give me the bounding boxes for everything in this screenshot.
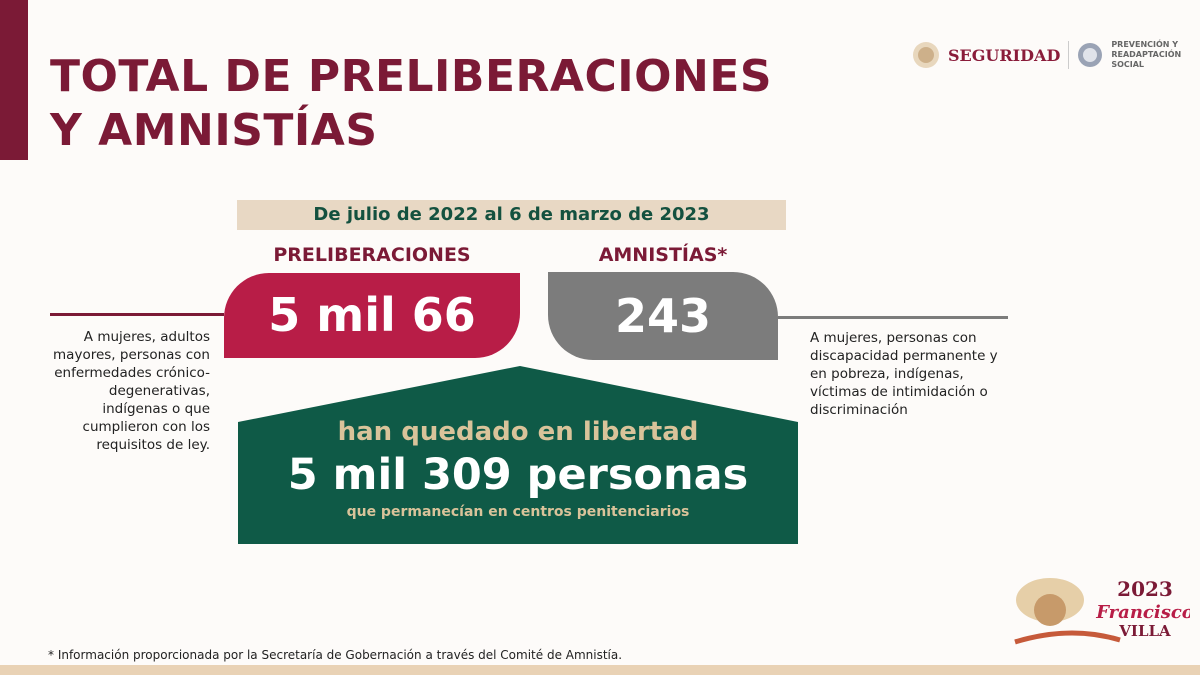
prevencion-line: PREVENCIÓN Y [1111, 40, 1179, 49]
page-title: TOTAL DE PRELIBERACIONES Y AMNISTÍAS [50, 50, 772, 158]
title-line-2: Y AMNISTÍAS [50, 105, 378, 156]
preliberaciones-value: 5 mil 66 [224, 273, 520, 358]
francisco-villa-logo: 2023 Francisco VILLA [1014, 577, 1190, 645]
accent-bar [0, 0, 28, 160]
total-line-1: han quedado en libertad [337, 417, 699, 447]
connector-line-right [778, 316, 1008, 319]
prevencion-line: SOCIAL [1111, 60, 1145, 69]
amnistias-label: AMNISTÍAS* [598, 244, 728, 266]
bottom-band [0, 665, 1200, 675]
amnistias-description: A mujeres, personas con discapacidad per… [810, 330, 998, 418]
header-logos: SEGURIDAD PREVENCIÓN Y READAPTACIÓN SOCI… [912, 40, 1181, 70]
svg-text:VILLA: VILLA [1118, 622, 1171, 640]
total-value: 5 mil 309 personas [287, 450, 749, 500]
prevencion-logo-text: PREVENCIÓN Y READAPTACIÓN SOCIAL [1111, 40, 1181, 70]
total-line-3: que permanecían en centros penitenciario… [346, 504, 690, 520]
preliberaciones-description: A mujeres, adultos mayores, personas con… [53, 329, 210, 453]
svg-text:2023: 2023 [1117, 577, 1173, 601]
logo-divider [1068, 41, 1070, 69]
total-pentagon [238, 366, 798, 544]
date-range-band: De julio de 2022 al 6 de marzo de 2023 [237, 200, 786, 230]
total-text: han quedado en libertad 5 mil 309 person… [238, 415, 798, 523]
prevencion-line: READAPTACIÓN [1111, 50, 1182, 59]
seguridad-logo-text: SEGURIDAD [948, 45, 1061, 65]
footnote: * Información proporcionada por la Secre… [48, 648, 623, 662]
connector-line-left [50, 313, 224, 316]
prevencion-seal-icon [1078, 43, 1103, 67]
preliberaciones-label: PRELIBERACIONES [273, 244, 471, 266]
coat-of-arms-icon [913, 42, 939, 68]
title-line-1: TOTAL DE PRELIBERACIONES [50, 51, 773, 102]
amnistias-value: 243 [548, 272, 778, 360]
svg-text:Francisco: Francisco [1095, 602, 1190, 623]
